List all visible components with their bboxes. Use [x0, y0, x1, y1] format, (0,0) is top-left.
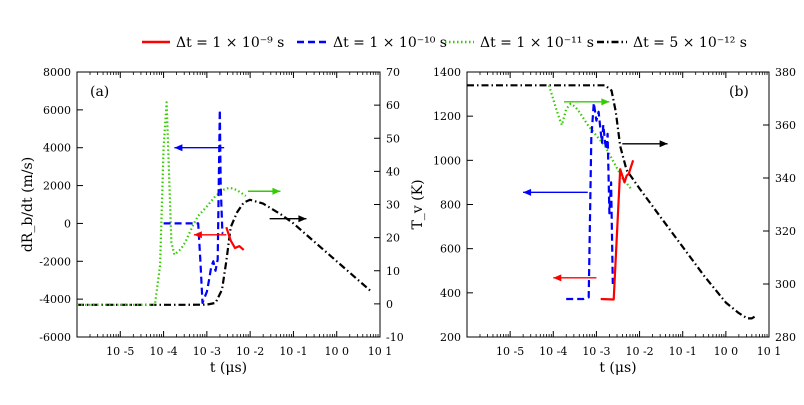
arrow-head: [553, 274, 562, 282]
arrow-head: [298, 215, 307, 223]
arrow-head: [523, 188, 532, 196]
y-right-tick-label: 70: [386, 66, 400, 79]
axis-arrow: [622, 140, 668, 148]
y-right-tick-label: 20: [386, 232, 400, 245]
legend-entry: Δt = 1 × 10⁻¹⁰ s: [297, 35, 447, 51]
x-tick-label: 10 -4: [539, 345, 567, 358]
arrow-head: [193, 231, 202, 239]
y-right-tick-label: 0: [386, 298, 393, 311]
series-line: [77, 101, 247, 306]
legend-label: Δt = 1 × 10⁻¹¹ s: [480, 35, 594, 51]
axis-arrow: [193, 231, 227, 239]
y-right-tick-label: 280: [775, 331, 796, 344]
y-left-tick-label: 6000: [43, 104, 71, 117]
legend-label: Δt = 5 × 10⁻¹² s: [633, 35, 747, 51]
y-left-tick-label: 400: [440, 287, 461, 300]
y-right-tick-label: 60: [386, 99, 400, 112]
y-right-tick-label: 360: [775, 119, 796, 132]
series-group: [467, 84, 757, 320]
x-tick-label: 10 -1: [279, 345, 307, 358]
y-left-axis-title: dR_b/dt (m/s): [20, 157, 36, 252]
panel-b: 10 -5 10 -4 10 -3 10 -2 10 -1 10 0 10 1 200 400 6…: [410, 66, 796, 376]
legend-entry: Δt = 1 × 10⁻¹¹ s: [445, 35, 594, 51]
axis-arrow: [174, 144, 225, 152]
y-right-tick-label: 380: [775, 66, 796, 79]
y-right-tick-label: 40: [386, 165, 400, 178]
series-line: [225, 226, 245, 251]
axis-arrow: [564, 98, 610, 106]
x-tick-label: 10 -3: [582, 345, 610, 358]
y-left-axis-title: T_v (K): [410, 179, 426, 229]
y-left-tick-label: 1200: [433, 110, 461, 123]
legend-entry: Δt = 5 × 10⁻¹² s: [597, 35, 747, 51]
y-left-tick-label: 600: [440, 243, 461, 256]
legend-label: Δt = 1 × 10⁻⁹ s: [176, 35, 284, 51]
y-left-tick-label: 1000: [433, 154, 461, 167]
y-right-tick-label: 340: [775, 172, 796, 185]
y-left-tick-label: 1400: [433, 66, 461, 79]
x-axis-title: t (μs): [599, 360, 636, 376]
y-left-tick-label: 4000: [43, 142, 71, 155]
legend: Δt = 1 × 10⁻⁹ s Δt = 1 × 10⁻¹⁰ s Δt = 1 × …: [142, 35, 747, 51]
x-tick-label: 10 -2: [625, 345, 653, 358]
y-left-tick-label: -2000: [39, 255, 71, 268]
series-line: [163, 108, 224, 304]
axis-arrow: [269, 215, 307, 223]
x-tick-label: 10 1: [757, 345, 782, 358]
arrow-head: [174, 144, 183, 152]
y-right-tick-label: 300: [775, 278, 796, 291]
x-tick-label: 10 0: [324, 345, 349, 358]
arrow-head: [659, 140, 668, 148]
series-line: [77, 198, 373, 306]
y-left-tick-label: 200: [440, 331, 461, 344]
x-tick-label: 10 -2: [236, 345, 264, 358]
x-tick-label: 10 -3: [193, 345, 221, 358]
series-group: [77, 101, 373, 306]
legend-label: Δt = 1 × 10⁻¹⁰ s: [333, 35, 447, 51]
series-line: [566, 101, 614, 301]
x-tick-label: 10 -4: [149, 345, 177, 358]
y-left-tick-label: 0: [64, 217, 71, 230]
axis-arrow: [553, 274, 597, 282]
arrow-head: [601, 98, 610, 106]
y-right-tick-label: 10: [386, 265, 400, 278]
series-line: [547, 84, 632, 190]
x-tick-label: 10 1: [368, 345, 393, 358]
y-left-tick-label: 8000: [43, 66, 71, 79]
y-left-tick-label: 800: [440, 199, 461, 212]
axis-arrow: [247, 187, 281, 195]
y-left-tick-label: -4000: [39, 293, 71, 306]
plot-frame: [76, 71, 381, 338]
arrow-head: [272, 187, 281, 195]
y-left-tick-label: 2000: [43, 180, 71, 193]
legend-entry: Δt = 1 × 10⁻⁹ s: [142, 35, 284, 51]
y-right-tick-label: 30: [386, 199, 400, 212]
series-line: [600, 159, 635, 301]
panel-label: (b): [729, 84, 749, 100]
axis-arrow: [523, 188, 588, 196]
x-tick-label: 10 0: [714, 345, 739, 358]
y-right-tick-label: -10: [386, 331, 404, 344]
y-left-tick-label: -6000: [39, 331, 71, 344]
x-tick-label: 10 -1: [669, 345, 697, 358]
panel-a: 10 -5 10 -4 10 -3 10 -2 10 -1 10 0 10 1 -6000 -4…: [20, 66, 404, 376]
y-right-tick-label: 320: [775, 225, 796, 238]
y-right-tick-label: 50: [386, 132, 400, 145]
x-tick-label: 10 -5: [106, 345, 134, 358]
x-axis-title: t (μs): [210, 360, 247, 376]
panel-label: (a): [90, 84, 109, 100]
x-tick-label: 10 -5: [496, 345, 524, 358]
